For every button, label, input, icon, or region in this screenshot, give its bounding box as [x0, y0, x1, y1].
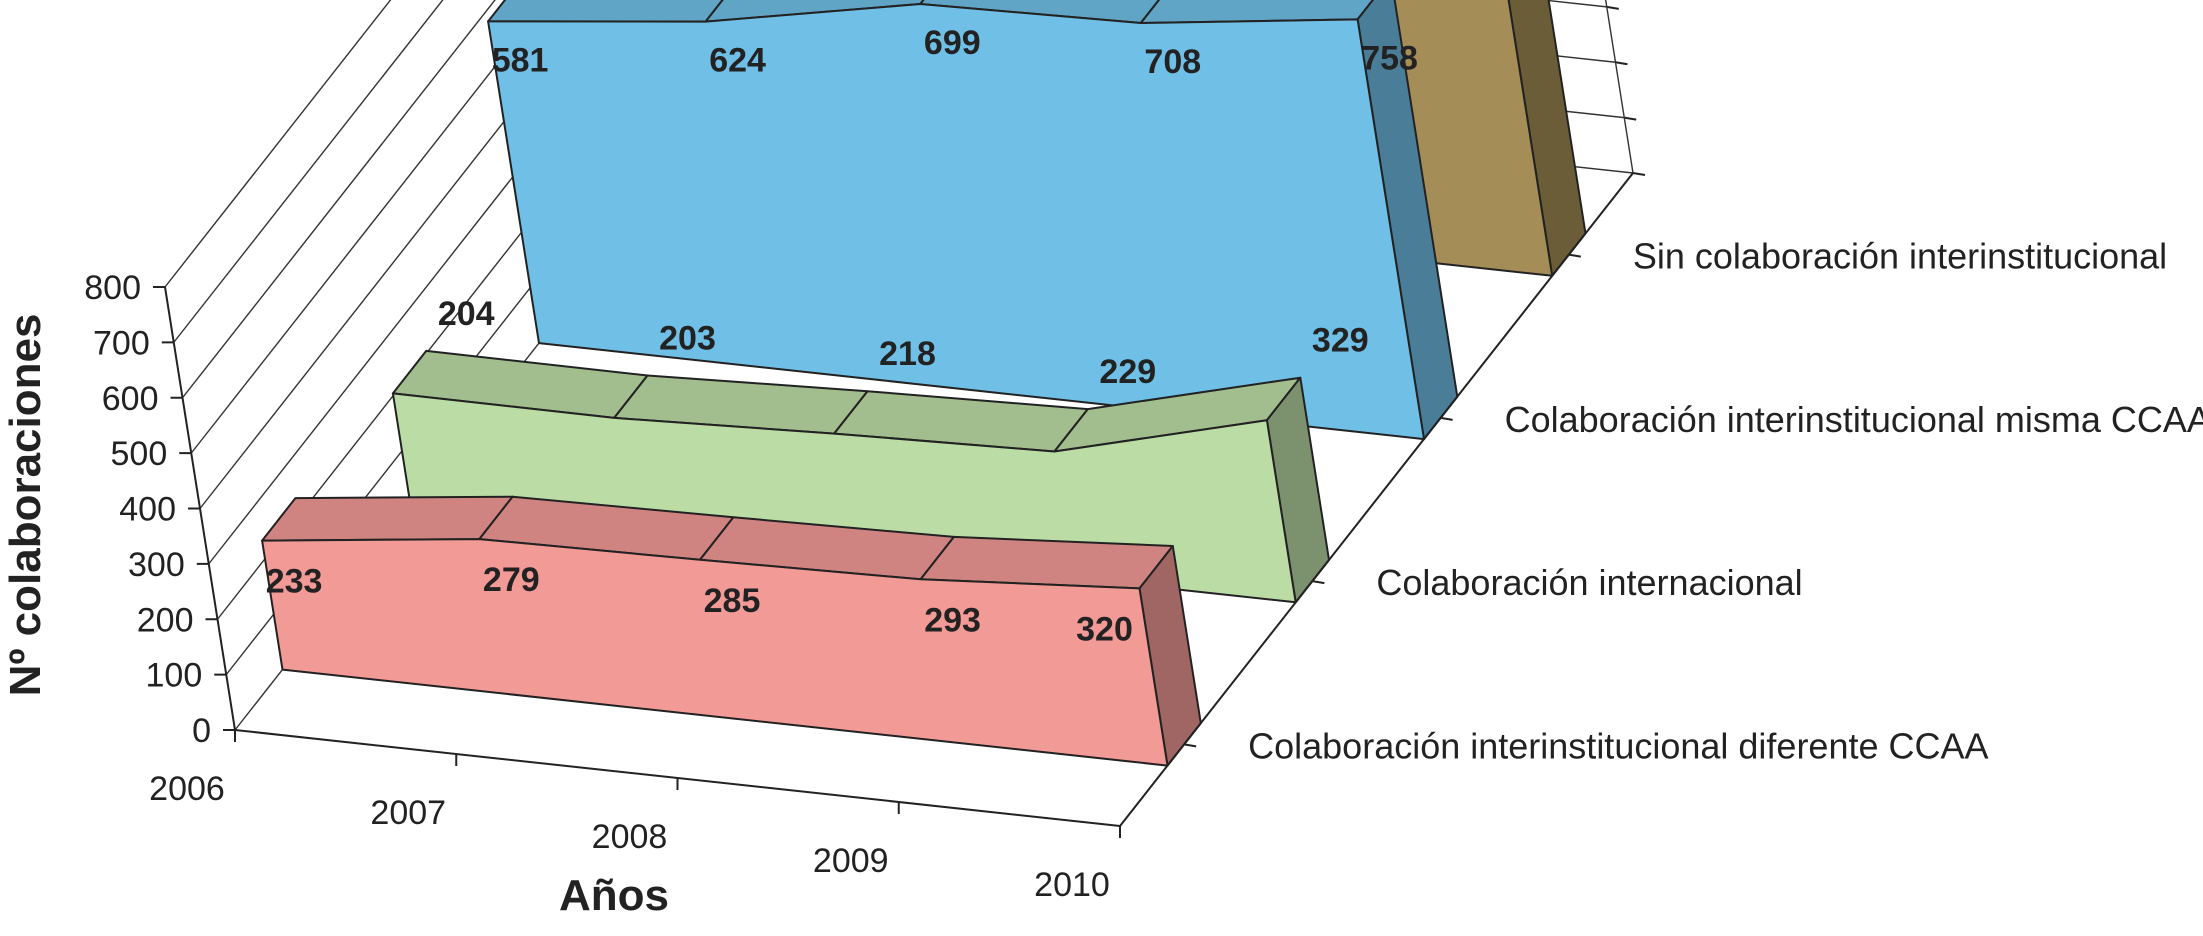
- y-gridline-left-wall: [181, 0, 496, 399]
- data-label: 624: [709, 42, 766, 80]
- series-label: Colaboración internacional: [1376, 562, 1802, 603]
- data-label: 581: [492, 41, 549, 79]
- series-ribbon: [261, 495, 1202, 767]
- data-label: 233: [266, 563, 323, 601]
- data-label: 285: [704, 582, 761, 620]
- depth-tick: [1568, 253, 1582, 258]
- data-label: 218: [879, 335, 936, 373]
- ribbon-top-segment: [261, 495, 514, 542]
- x-tick-label: 2009: [813, 842, 889, 880]
- depth-tick: [1183, 743, 1197, 748]
- data-label: 204: [438, 295, 495, 333]
- data-label: 329: [1312, 322, 1369, 360]
- ribbon-front-face: [487, 3, 1425, 441]
- series-label: Colaboración interinstitucional misma CC…: [1505, 399, 2203, 440]
- back-wall-right-edge: [1604, 0, 1634, 174]
- z-tick-label: 300: [128, 546, 185, 584]
- x-axis-title: Años: [559, 871, 669, 920]
- back-wall-tick: [1606, 5, 1619, 10]
- data-label: 708: [1144, 43, 1201, 81]
- x-tick-label: 2010: [1034, 866, 1110, 904]
- z-tick-label: 600: [102, 380, 159, 418]
- ribbon-top-segment: [487, 0, 724, 23]
- back-wall-tick: [1632, 172, 1646, 176]
- y-gridline-left-wall: [199, 0, 601, 509]
- axes-layer: [153, 172, 1634, 838]
- z-tick-label: 0: [192, 712, 211, 750]
- series-label: Sin colaboración interinstitucional: [1633, 236, 2167, 277]
- y-gridline-left-wall: [190, 0, 549, 454]
- x-tick-label: 2007: [370, 794, 446, 832]
- z-tick-label: 500: [111, 435, 168, 473]
- depth-tick: [1440, 416, 1453, 421]
- y-gridline-left-wall: [164, 0, 392, 288]
- x-tick-label: 2006: [149, 770, 225, 808]
- z-tick-label: 800: [84, 269, 141, 307]
- data-label: 758: [1361, 39, 1418, 77]
- y-gridline-left-wall: [173, 0, 444, 343]
- ribbon-front-face: [261, 538, 1169, 767]
- series-label: Colaboración interinstitucional diferent…: [1248, 725, 1988, 766]
- data-label: 320: [1076, 610, 1133, 648]
- z-tick-label: 200: [137, 601, 194, 639]
- series-ribbon: [487, 0, 1459, 441]
- data-label: 229: [1099, 353, 1156, 391]
- x-tick-label: 2008: [592, 818, 668, 856]
- depth-tick: [1312, 580, 1325, 585]
- z-tick-label: 400: [119, 491, 176, 529]
- z-tick-label: 700: [93, 324, 150, 362]
- depth-axis-line: [1119, 172, 1634, 827]
- ribbons-layer: [261, 0, 1587, 767]
- data-label: 293: [924, 601, 981, 639]
- back-wall-tick: [1615, 61, 1628, 66]
- y-axis-title: Nº colaboraciones: [1, 314, 50, 697]
- back-wall-tick: [1624, 116, 1637, 121]
- data-label: 699: [924, 24, 981, 62]
- data-label: 279: [483, 561, 540, 599]
- data-label: 203: [659, 320, 716, 358]
- z-tick-label: 100: [146, 657, 203, 695]
